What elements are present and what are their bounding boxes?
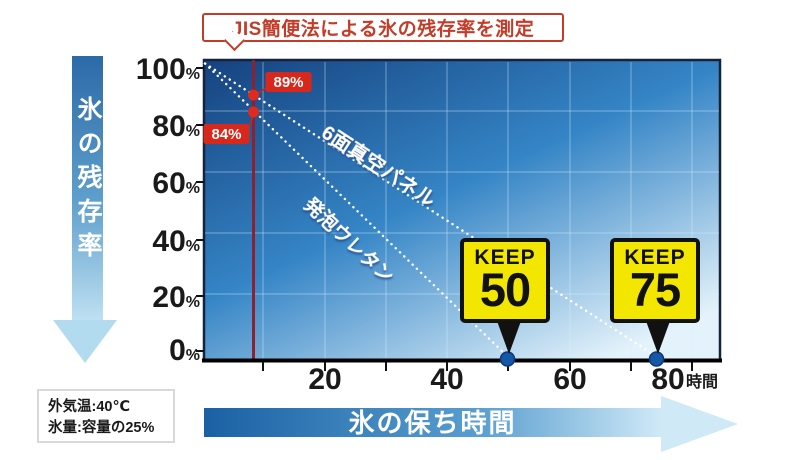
condition-temperature: 外気温:40℃ [48, 399, 131, 415]
x-arrow-head [661, 396, 738, 452]
chart-title: JIS簡便法による氷の残存率を測定 [231, 19, 535, 40]
x-arrow-shaft [204, 408, 661, 437]
y-arrow-shaft [72, 56, 103, 320]
y-tick-80: 80% [152, 110, 200, 143]
test-conditions-box: 外気温:40℃ 氷量:容量の25% [37, 389, 175, 443]
condition-ice-amount: 氷量:容量の25% [48, 420, 155, 437]
keep-75-pointer [646, 321, 670, 354]
y-tick-0: 0% [169, 334, 200, 367]
y-tick-60: 60% [152, 167, 200, 200]
x-axis-unit: 時間 [686, 372, 718, 391]
y-tick-20: 20% [152, 281, 200, 314]
chart-title-callout: JIS簡便法による氷の残存率を測定 [202, 13, 564, 52]
x-tick-80: 80 [651, 363, 684, 396]
keep-50-word: KEEP [474, 246, 536, 269]
y-tick-40: 40% [152, 225, 200, 258]
x-tick-60: 60 [553, 363, 586, 396]
endpoint-foam-50h [499, 351, 516, 367]
keep-75-value: 75 [629, 263, 681, 316]
y-arrow-head [53, 320, 117, 363]
keep-75-word: KEEP [624, 246, 686, 269]
x-axis-arrow [204, 396, 738, 452]
point-label-89: 89% [273, 74, 303, 91]
keep-50-badge: KEEP 50 [460, 238, 550, 354]
keep-50-value: 50 [479, 263, 531, 316]
marker-vacuum-89 [248, 89, 259, 101]
x-tick-40: 40 [430, 363, 463, 396]
y-axis-ticks [196, 67, 204, 352]
marker-foam-84 [248, 106, 259, 118]
point-label-84: 84% [211, 126, 241, 143]
label-box-89 [265, 72, 312, 92]
keep-50-pointer [497, 321, 521, 354]
y-axis-arrow [53, 56, 117, 363]
keep-75-badge: KEEP 75 [610, 238, 700, 354]
y-tick-100: 100% [136, 53, 200, 86]
x-axis-title: 氷の保ち時間 [348, 407, 517, 438]
label-box-84 [203, 124, 250, 144]
x-tick-20: 20 [308, 363, 341, 396]
y-axis-title: 氷の残存率 [74, 96, 102, 266]
series-line-vacuum [203, 62, 658, 358]
